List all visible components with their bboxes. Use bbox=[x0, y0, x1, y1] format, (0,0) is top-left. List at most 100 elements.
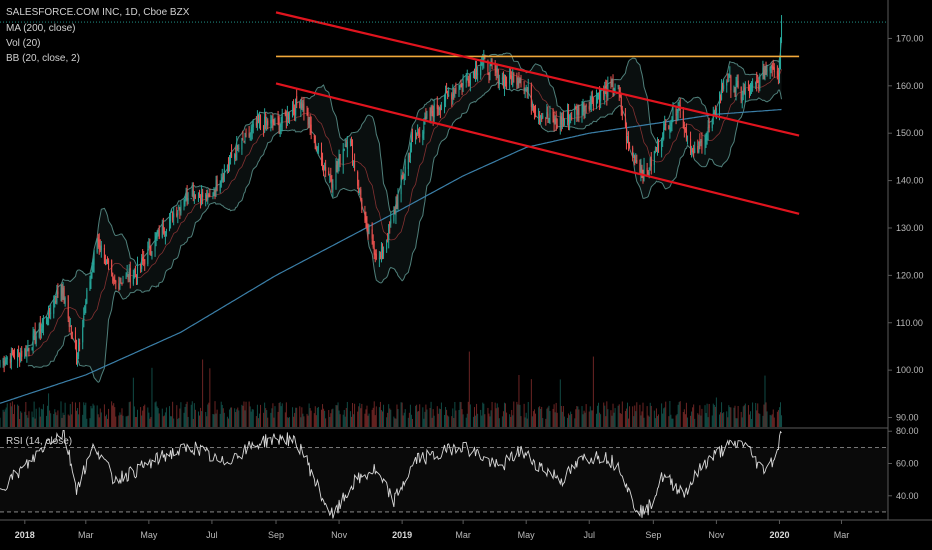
candle-body bbox=[148, 245, 150, 248]
symbol-title[interactable]: SALESFORCE.COM INC, 1D, Cboe BZX bbox=[6, 6, 189, 19]
volume-bar bbox=[772, 409, 774, 427]
candle-body bbox=[778, 58, 780, 77]
candle-body bbox=[64, 297, 66, 304]
candle-body bbox=[726, 81, 728, 86]
volume-bar bbox=[13, 404, 15, 427]
candle-body bbox=[136, 263, 138, 280]
candle-body bbox=[743, 90, 745, 93]
candle-body bbox=[395, 204, 397, 216]
candle-body bbox=[432, 111, 434, 118]
volume-bar bbox=[430, 401, 432, 427]
candle-body bbox=[322, 156, 324, 167]
volume-bar bbox=[742, 406, 744, 427]
volume-bar bbox=[759, 413, 761, 427]
candle-body bbox=[91, 267, 93, 272]
volume-bar bbox=[212, 414, 214, 427]
candle-body bbox=[206, 195, 208, 201]
candle-body bbox=[534, 111, 536, 115]
volume-bar bbox=[46, 415, 48, 427]
legend-bb[interactable]: BB (20, close, 2) bbox=[6, 52, 80, 65]
legend-rsi[interactable]: RSI (14, close) bbox=[6, 435, 72, 448]
candle-body bbox=[744, 87, 746, 96]
candle-body bbox=[251, 127, 253, 132]
volume-bar bbox=[349, 411, 351, 427]
volume-bar bbox=[331, 409, 333, 427]
volume-bar bbox=[516, 401, 518, 427]
legend-ma[interactable]: MA (200, close) bbox=[6, 22, 75, 35]
volume-bar bbox=[663, 408, 665, 427]
volume-bar bbox=[226, 416, 228, 427]
candlesticks[interactable] bbox=[0, 15, 783, 373]
volume-bar bbox=[477, 413, 479, 427]
volume-bar bbox=[165, 407, 167, 427]
volume-bar bbox=[180, 402, 182, 427]
volume-bar bbox=[519, 404, 521, 427]
volume-bar bbox=[60, 401, 62, 427]
volume-bar bbox=[63, 414, 65, 427]
candle-body bbox=[723, 85, 725, 89]
volume-bar bbox=[512, 415, 514, 427]
volume-bar bbox=[4, 409, 6, 427]
volume-bar bbox=[686, 417, 688, 427]
candle-body bbox=[307, 113, 309, 126]
time-tick-label-8: May bbox=[518, 530, 536, 540]
volume-bar bbox=[121, 408, 123, 427]
candle-body bbox=[335, 165, 337, 183]
volume-bar bbox=[133, 406, 135, 427]
volume-bar bbox=[722, 413, 724, 427]
rsi-tick-label-2: 80.00 bbox=[896, 426, 919, 436]
candle-body bbox=[78, 344, 80, 357]
candle-body bbox=[252, 123, 254, 127]
candle-body bbox=[316, 150, 318, 153]
volume-bar bbox=[389, 408, 391, 427]
candle-body bbox=[256, 117, 258, 128]
candle-body bbox=[207, 192, 209, 200]
candle-body bbox=[730, 76, 732, 91]
volume-bar bbox=[401, 402, 403, 427]
volume-bar bbox=[583, 410, 585, 427]
candle-body bbox=[740, 86, 742, 100]
volume-bar bbox=[559, 379, 561, 427]
candle-body bbox=[487, 60, 489, 72]
volume-bar bbox=[353, 414, 355, 427]
candle-body bbox=[243, 141, 245, 143]
candle-body bbox=[3, 360, 5, 365]
volume-bar bbox=[245, 401, 247, 427]
candle-body bbox=[447, 94, 449, 96]
candle-body bbox=[281, 113, 283, 124]
candle-body bbox=[228, 160, 230, 167]
candle-body bbox=[568, 109, 570, 122]
volume-bar bbox=[112, 405, 114, 427]
candle-body bbox=[628, 138, 630, 147]
rsi-tick-label-1: 60.00 bbox=[896, 459, 919, 469]
volume-bar bbox=[177, 418, 179, 427]
volume-bar bbox=[3, 411, 5, 427]
candle-body bbox=[729, 74, 731, 76]
volume-bar bbox=[164, 412, 166, 427]
candle-body bbox=[777, 73, 779, 77]
volume-bar bbox=[119, 412, 121, 427]
candle-body bbox=[517, 80, 519, 87]
candle-body bbox=[436, 104, 438, 109]
legend-vol[interactable]: Vol (20) bbox=[6, 37, 40, 50]
bollinger-lower bbox=[27, 81, 782, 383]
legend-vol-label: Vol (20) bbox=[6, 38, 41, 49]
volume-bar bbox=[575, 409, 577, 427]
volume-bar bbox=[525, 412, 527, 427]
candle-body bbox=[90, 273, 92, 281]
bollinger-fill bbox=[27, 39, 782, 383]
volume-bar bbox=[107, 418, 109, 427]
candle-body bbox=[111, 260, 113, 273]
volume-bar bbox=[41, 409, 43, 427]
candle-body bbox=[354, 161, 356, 171]
volume-bar bbox=[99, 408, 101, 427]
candle-body bbox=[718, 95, 720, 114]
volume-bar bbox=[683, 409, 685, 427]
symbol-line: SALESFORCE.COM INC, 1D, Cboe BZX bbox=[6, 7, 190, 18]
candle-body bbox=[244, 133, 246, 144]
candle-body bbox=[359, 191, 361, 194]
volume-bar bbox=[778, 407, 780, 427]
candle-body bbox=[134, 269, 136, 273]
rsi-pane[interactable] bbox=[0, 429, 888, 519]
